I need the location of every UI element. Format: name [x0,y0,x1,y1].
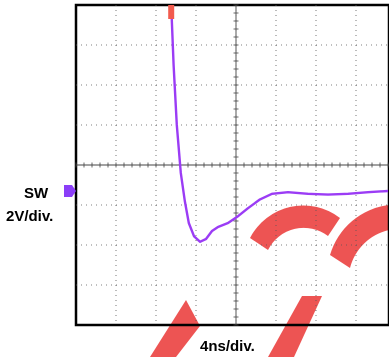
watermark-letter-c [330,205,389,268]
x-scale-label: 4ns/div. [200,338,255,355]
watermark-letter-e [268,296,322,357]
sw-trace [170,5,389,243]
watermark-letter-r [250,205,340,250]
watermark [150,205,389,357]
channel-label: SW [24,185,49,202]
channel-ground-marker [64,185,76,197]
watermark-letter-p [150,300,200,357]
y-scale-label: 2V/div. [6,208,53,225]
trigger-marker [168,5,175,19]
marker-layer [64,5,175,197]
trace-layer [170,5,389,243]
grid [75,4,389,326]
